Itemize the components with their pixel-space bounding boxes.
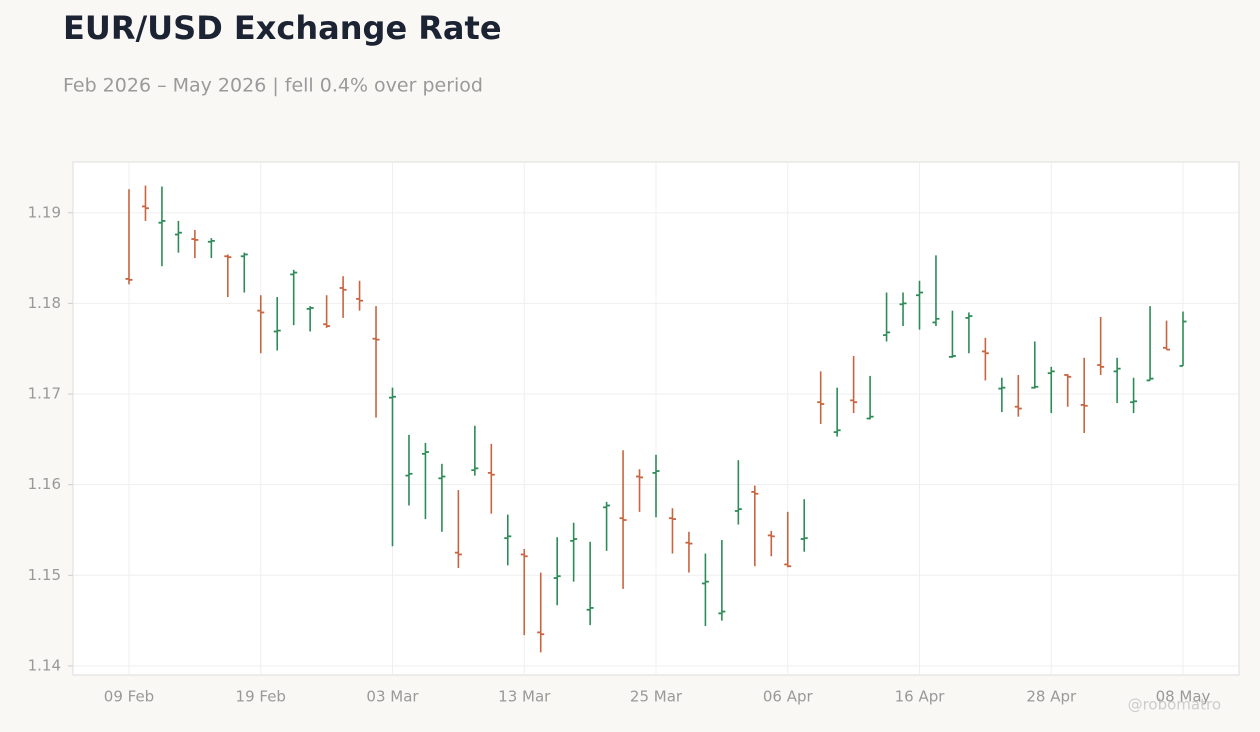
x-tick-label: 03 Mar [366,688,419,706]
y-tick-label: 1.18 [28,294,61,312]
y-tick-label: 1.19 [28,203,61,221]
x-tick-label: 08 May [1156,688,1211,706]
chart-subtitle: Feb 2026 – May 2026 | fell 0.4% over per… [63,75,483,97]
x-tick-label: 06 Apr [763,688,814,706]
y-tick-label: 1.14 [28,656,61,674]
chart-title: EUR/USD Exchange Rate [63,9,502,47]
x-tick-label: 09 Feb [104,688,154,706]
x-tick-label: 19 Feb [236,688,286,706]
x-tick-label: 25 Mar [630,688,683,706]
x-tick-label: 28 Apr [1026,688,1077,706]
watermark: @robomatro [1128,696,1221,714]
y-tick-label: 1.16 [28,475,61,493]
x-tick-label: 13 Mar [498,688,551,706]
x-tick-label: 16 Apr [895,688,946,706]
y-tick-label: 1.15 [28,566,61,584]
y-tick-label: 1.17 [28,385,61,403]
